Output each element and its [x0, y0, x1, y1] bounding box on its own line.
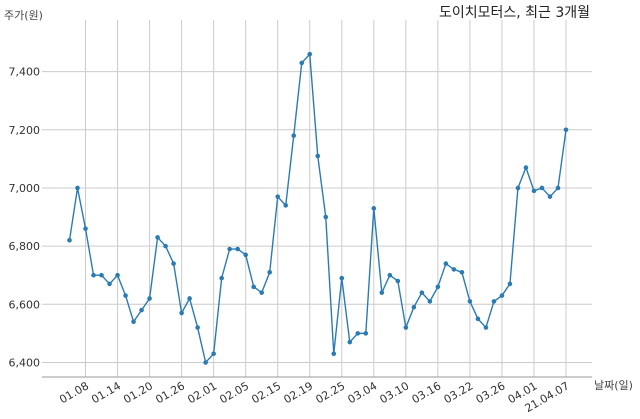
data-point: [291, 133, 297, 138]
data-point: [379, 290, 385, 295]
x-tick-label: 03.04: [346, 379, 380, 406]
y-tick-label: 7,400: [9, 66, 41, 79]
x-tick-label: 02.19: [281, 379, 315, 406]
data-point: [123, 293, 128, 298]
data-point: [139, 307, 144, 313]
data-point: [163, 243, 168, 249]
y-tick-label: 6,600: [9, 298, 41, 311]
price-points: [67, 51, 569, 365]
data-point: [531, 188, 537, 194]
data-point: [107, 281, 112, 287]
data-point: [331, 351, 337, 357]
price-line: [68, 52, 567, 364]
data-point: [515, 185, 521, 191]
data-point: [395, 278, 401, 284]
data-point: [267, 270, 273, 275]
data-point: [507, 281, 513, 287]
data-point: [299, 60, 305, 66]
data-point: [563, 127, 569, 133]
data-point: [227, 246, 232, 252]
data-point: [243, 252, 248, 258]
y-axis-title: 주가(원): [4, 9, 43, 22]
data-point: [451, 267, 457, 272]
data-point: [339, 275, 345, 281]
x-tick-label: 02.01: [185, 379, 219, 406]
data-point: [67, 238, 72, 243]
data-point: [435, 284, 441, 290]
data-point: [443, 261, 449, 266]
data-point: [411, 304, 417, 310]
x-tick-label: 02.25: [313, 379, 347, 406]
y-tick-label: 6,800: [9, 240, 41, 253]
data-point: [523, 165, 529, 170]
data-point: [467, 299, 473, 304]
data-point: [483, 325, 489, 330]
data-point: [491, 299, 497, 304]
x-tick-label: 01.26: [153, 379, 187, 406]
x-tick-label: 01.20: [121, 379, 155, 406]
data-point: [499, 293, 505, 298]
data-point: [283, 203, 289, 208]
data-point: [371, 206, 377, 211]
chart-title: 도이치모터스, 최근 3개월: [439, 5, 590, 21]
data-point: [251, 284, 256, 290]
data-point: [147, 296, 152, 301]
x-tick-label: 01.08: [57, 379, 91, 406]
data-point: [211, 351, 216, 357]
y-tick-labels: 6,400 6,600 6,800 7,000 7,200 7,400: [9, 66, 41, 370]
x-tick-label: 03.22: [442, 379, 476, 406]
data-point: [315, 153, 321, 159]
data-point: [475, 316, 481, 322]
x-tick-label: 03.16: [410, 379, 444, 406]
x-tick-label: 01.14: [89, 379, 123, 406]
data-point: [259, 290, 264, 295]
data-point: [195, 325, 200, 330]
data-point: [419, 290, 425, 295]
data-point: [275, 194, 281, 199]
x-tick-label: 03.26: [474, 379, 508, 406]
y-tick-label: 7,200: [9, 124, 41, 137]
grid-lines: [42, 20, 592, 377]
data-point: [91, 272, 96, 278]
data-point: [75, 185, 80, 191]
data-point: [307, 51, 313, 57]
data-point: [539, 185, 545, 191]
data-point: [347, 339, 353, 345]
data-point: [355, 331, 361, 336]
data-point: [115, 272, 120, 278]
data-point: [187, 296, 192, 301]
x-tick-label: 02.15: [249, 379, 283, 406]
data-point: [403, 325, 409, 330]
data-point: [427, 299, 433, 304]
data-point: [203, 360, 208, 365]
data-point: [235, 246, 240, 252]
data-point: [555, 185, 561, 191]
data-point: [323, 214, 329, 220]
data-point: [459, 270, 465, 275]
x-tick-labels: 01.0801.1401.2001.2602.0102.0502.1502.19…: [57, 379, 571, 415]
y-tick-label: 6,400: [9, 356, 41, 369]
data-point: [387, 272, 393, 278]
data-point: [219, 275, 224, 281]
y-tick-label: 7,000: [9, 182, 41, 195]
data-point: [131, 319, 136, 325]
x-tick-label: 02.05: [217, 379, 251, 406]
data-point: [179, 310, 184, 316]
data-point: [99, 272, 104, 278]
data-point: [171, 261, 176, 266]
data-point: [547, 194, 553, 199]
data-point: [363, 331, 369, 336]
x-axis-title: 날짜(일): [594, 378, 633, 392]
data-point: [155, 235, 160, 240]
data-point: [83, 226, 88, 231]
x-tick-label: 03.10: [378, 379, 412, 406]
